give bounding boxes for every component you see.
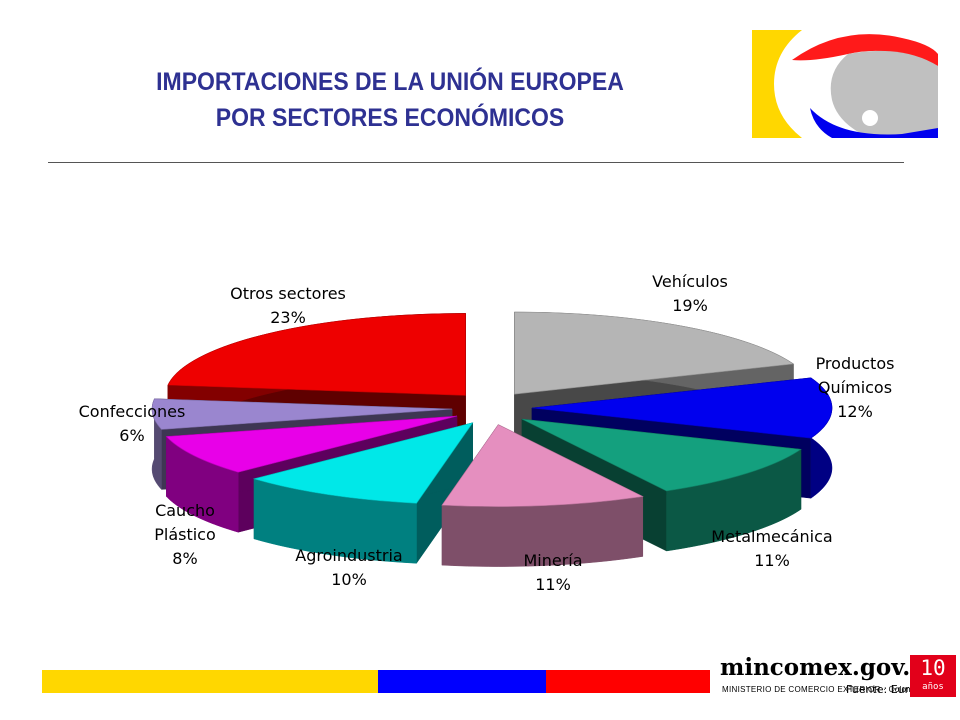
slice-label-metalmecanica-name: Metalmecánica [711, 527, 832, 546]
slice-label-confecciones: Confecciones 6% [79, 402, 186, 445]
footer-bar-red [546, 670, 710, 693]
slice-label-mineria-name: Minería [523, 551, 582, 570]
slice-label-caucho-plastico-value: 8% [172, 549, 197, 568]
slice-label-otros-sectores: Otros sectores 23% [230, 284, 346, 327]
slice-label-confecciones-value: 6% [119, 426, 144, 445]
slice-label-mineria-value: 11% [535, 575, 571, 594]
slice-label-metalmecanica-value: 11% [754, 551, 790, 570]
anniversary-badge: 10 años [910, 655, 956, 697]
pie-slice-mineria [441, 423, 644, 567]
title-line-1: IMPORTACIONES DE LA UNIÓN EUROPEA [156, 68, 624, 96]
ministry-caption: MINISTERIO DE COMERCIO EXTERIOR · Colomb… [722, 685, 925, 694]
slice-label-agroindustria: Agroindustria 10% [295, 546, 402, 589]
pie-slice-agroindustria [252, 421, 474, 565]
slice-label-agroindustria-name: Agroindustria [295, 546, 402, 565]
slice-label-vehiculos-value: 19% [672, 296, 708, 315]
slice-label-caucho-plastico: Caucho Plástico 8% [154, 501, 216, 568]
slice-label-productos-quimicos-name-1: Productos [816, 354, 895, 373]
pie-slice-top-agroindustria [252, 422, 474, 504]
pie-slice-top-confecciones [151, 398, 453, 430]
slice-label-vehiculos: Vehículos 19% [652, 272, 728, 315]
badge-number: 10 [920, 656, 946, 680]
pie-slice-top-caucho-plastico [165, 415, 458, 473]
slice-label-productos-quimicos: Productos Químicos 12% [816, 354, 895, 421]
slice-label-otros-sectores-name: Otros sectores [230, 284, 346, 303]
slice-label-confecciones-name: Confecciones [79, 402, 186, 421]
pie-slices [151, 311, 833, 567]
slice-label-vehiculos-name: Vehículos [652, 272, 728, 291]
pie-slice-top-mineria [441, 424, 644, 507]
slide-title: IMPORTACIONES DE LA UNIÓN EUROPEA POR SE… [68, 64, 712, 136]
pie-slice-top-productos-quimicos [531, 377, 833, 439]
pie-slice-top-vehiculos [514, 311, 795, 395]
pie-slice-top-metalmecanica [521, 418, 802, 492]
site-brand: mincomex.gov.co [720, 654, 940, 681]
ministry-logo [752, 30, 938, 138]
slice-label-agroindustria-value: 10% [331, 570, 367, 589]
slice-label-productos-quimicos-name-2: Químicos [818, 378, 892, 397]
footer-bar-yellow [42, 670, 378, 693]
slice-label-metalmecanica: Metalmecánica 11% [711, 527, 832, 570]
slice-label-mineria: Minería 11% [523, 551, 582, 594]
slice-label-caucho-plastico-name-1: Caucho [155, 501, 215, 520]
badge-text: años [922, 682, 944, 692]
slice-label-caucho-plastico-name-2: Plástico [154, 525, 216, 544]
pie-slice-top-otros-sectores [167, 313, 466, 396]
title-line-2: POR SECTORES ECONÓMICOS [215, 104, 565, 132]
title-divider [48, 162, 904, 163]
slice-label-productos-quimicos-value: 12% [837, 402, 873, 421]
footer-bar-blue [378, 670, 546, 693]
slice-label-otros-sectores-value: 23% [270, 308, 306, 327]
